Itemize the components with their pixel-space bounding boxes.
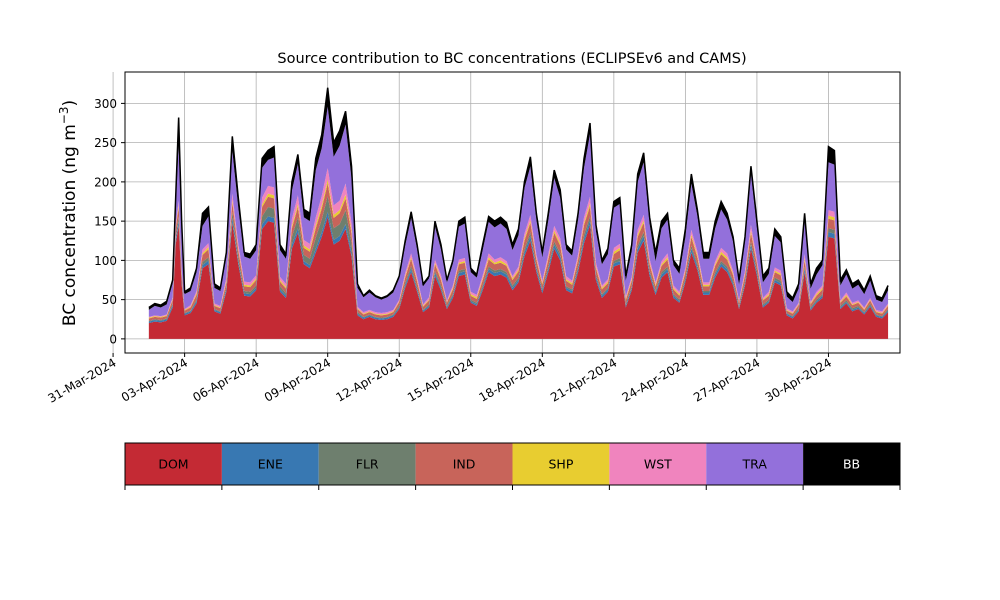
y-tick-label: 100 <box>94 254 117 268</box>
plot-area: 0 50 100 150 200 250 300 31-Mar-2024 03-Apr-2024… <box>45 71 901 406</box>
y-tick-label: 250 <box>94 136 117 150</box>
legend-swatch-ene <box>221 443 319 485</box>
svg-text:BC concentration (ng m−3): BC concentration (ng m−3) <box>57 100 80 326</box>
y-axis-label-superscript: −3 <box>57 106 71 124</box>
legend-swatch-bb <box>803 443 900 485</box>
legend-label-tra: TRA <box>742 457 768 472</box>
legend-label-shp: SHP <box>549 457 574 472</box>
y-tick-label: 0 <box>109 332 117 346</box>
x-tick-label: 18-Apr-2024 <box>477 355 548 404</box>
y-tick-label: 50 <box>102 293 117 307</box>
axes-frame <box>124 71 901 354</box>
legend-swatch-tra <box>706 443 804 485</box>
legend-swatch-wst <box>609 443 707 485</box>
legend-label-ene: ENE <box>258 457 283 472</box>
area-series-dom <box>148 217 889 339</box>
x-tick-label: 03-Apr-2024 <box>119 355 190 404</box>
y-tick-label: 150 <box>94 215 117 229</box>
y-axis-label-main: BC concentration (ng m <box>60 124 80 326</box>
x-tick-label: 31-Mar-2024 <box>45 355 118 405</box>
area-series-tra <box>148 106 889 317</box>
y-axis-label-close: ) <box>60 100 80 107</box>
x-tick-label: 09-Apr-2024 <box>262 355 333 404</box>
legend: DOM ENE FLR IND SHP WST TRA BB <box>124 442 901 490</box>
x-tick-label: 21-Apr-2024 <box>548 355 619 404</box>
x-tick-label: 12-Apr-2024 <box>333 355 404 404</box>
legend-swatch-shp <box>512 443 610 485</box>
total-line <box>148 87 889 309</box>
y-tick-label: 200 <box>94 175 117 189</box>
x-tick-label: 15-Apr-2024 <box>405 355 476 404</box>
legend-label-flr: FLR <box>356 457 379 472</box>
y-axis-label: BC concentration (ng m−3) <box>57 100 80 326</box>
x-tick-label: 06-Apr-2024 <box>190 355 261 404</box>
legend-swatch-ind <box>415 443 513 485</box>
legend-label-dom: DOM <box>158 457 188 472</box>
y-tick-label: 300 <box>94 97 117 111</box>
area-series-ind <box>148 183 889 321</box>
chart-title: Source contribution to BC concentrations… <box>277 51 746 67</box>
x-tick-label: 27-Apr-2024 <box>691 355 762 404</box>
legend-label-bb: BB <box>843 457 860 472</box>
x-tick-label: 24-Apr-2024 <box>620 355 691 404</box>
legend-swatch-dom <box>125 443 222 485</box>
x-tick-label: 30-Apr-2024 <box>763 355 834 404</box>
legend-swatch-flr <box>318 443 416 485</box>
legend-label-wst: WST <box>644 457 672 472</box>
legend-label-ind: IND <box>453 457 476 472</box>
